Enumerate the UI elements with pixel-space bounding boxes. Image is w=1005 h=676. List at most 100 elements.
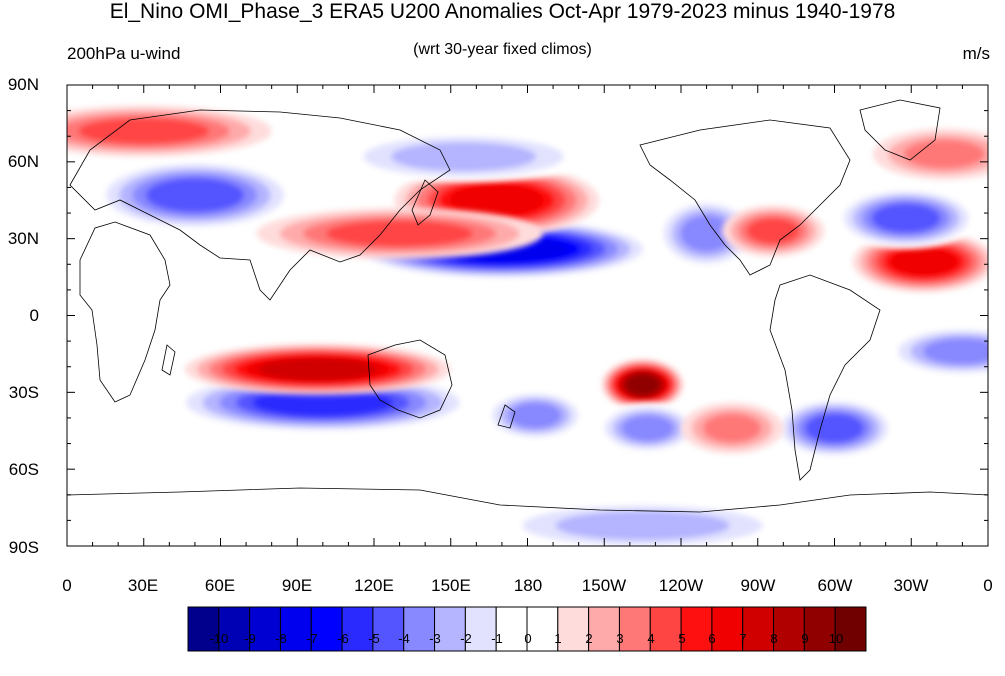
coastline-madagascar: [161, 344, 176, 376]
anomaly-contour: [555, 510, 730, 541]
anomaly-blob: [184, 343, 451, 395]
lat-label-60n: 60N: [7, 152, 39, 171]
colorbar-box: [742, 606, 775, 652]
anomaly-contour: [871, 203, 941, 233]
anomaly-contour: [252, 388, 394, 417]
coastline-north-america: [639, 119, 851, 276]
colorbar-box: [526, 606, 559, 652]
colorbar-box: [711, 606, 744, 652]
colorbar-label: 5: [678, 631, 686, 646]
anomaly-blob: [681, 402, 784, 454]
anomaly-blob: [601, 359, 684, 411]
anomaly-blob: [67, 105, 272, 157]
lon-label-120w: 120W: [658, 576, 704, 595]
lon-label-150w: 150W: [581, 576, 627, 595]
colorbar-label: 8: [770, 631, 778, 646]
anomaly-contour: [746, 217, 800, 245]
colorbar-box: [310, 606, 343, 652]
colorbar-label: -1: [491, 631, 503, 646]
anomaly-contour: [449, 183, 544, 217]
colorbar-label: -7: [306, 631, 318, 646]
coastline-japan: [411, 179, 439, 226]
colorbar-box: [341, 606, 374, 652]
lat-label-90n: 90N: [7, 75, 39, 94]
colorbar-label: -4: [398, 631, 410, 646]
anomaly-contour: [621, 415, 674, 442]
colorbar-label: -2: [460, 631, 472, 646]
colorbar-box: [434, 606, 466, 652]
anomaly-blob: [596, 402, 699, 454]
anomaly-contour: [805, 413, 864, 443]
lon-label-180: 180: [513, 576, 543, 595]
axis-ticks: [66, 84, 989, 547]
lon-label-0-east: 0: [983, 576, 993, 595]
colorbar-label: -10: [209, 631, 229, 646]
coastline-africa: [79, 221, 171, 403]
colorbar-box: [187, 606, 220, 652]
anomaly-contour: [903, 139, 986, 169]
lat-label-90s: 90S: [8, 538, 39, 557]
anomaly-blob: [256, 207, 543, 260]
colorbar-box: [834, 606, 867, 652]
anomaly-contour: [625, 373, 660, 396]
colorbar-label: 2: [585, 631, 593, 646]
lon-label-0: 0: [62, 576, 72, 595]
coastline-new-zealand: [497, 404, 516, 429]
field-label: 200hPa u-wind: [67, 44, 181, 63]
colorbar-label: 1: [554, 631, 562, 646]
units-label: m/s: [962, 44, 990, 63]
anomaly-blob: [872, 128, 988, 180]
colorbar-box: [279, 606, 312, 652]
anomaly-blob: [773, 397, 896, 459]
colorbar-box: [403, 606, 436, 652]
colorbar-box: [649, 606, 682, 652]
colorbar-label: 10: [828, 631, 844, 646]
coastline-south-america: [769, 274, 881, 481]
anomaly-blob: [834, 187, 978, 249]
colorbar-label: 4: [647, 631, 655, 646]
climo-note: (wrt 30-year fixed climos): [413, 41, 592, 58]
colorbar-label: 9: [801, 631, 809, 646]
anomaly-blob: [92, 159, 298, 231]
anomaly-contour: [680, 215, 733, 252]
anomaly-contour: [703, 413, 762, 443]
coastlines: [67, 99, 988, 513]
colorbar-label: -5: [368, 631, 380, 646]
anomaly-field: [67, 105, 988, 546]
anomaly-contour: [258, 357, 377, 381]
map-title: El_Nino OMI_Phase_3 ERA5 U200 Anomalies …: [109, 0, 896, 23]
lon-label-120e: 120E: [354, 576, 394, 595]
anomaly-contour: [891, 247, 957, 276]
coastline-greenland: [859, 99, 941, 161]
coastline-eurasia: [69, 109, 451, 301]
colorbar-label: 3: [616, 631, 624, 646]
colorbar-label: -3: [429, 631, 441, 646]
lon-label-30e: 30E: [127, 576, 159, 595]
anomaly-blob: [335, 131, 592, 183]
lon-label-60e: 60E: [204, 576, 236, 595]
colorbar-box: [557, 606, 590, 652]
colorbar-label: 7: [739, 631, 747, 646]
colorbar-label: -9: [244, 631, 256, 646]
anomaly-blob: [721, 205, 825, 257]
colorbar-label: -8: [275, 631, 287, 646]
colorbar-box: [372, 606, 405, 652]
anomaly-contour: [923, 338, 988, 365]
colorbar-box: [680, 606, 713, 652]
anomaly-blob: [489, 499, 797, 546]
colorbar-box: [464, 606, 497, 652]
lat-label-eq: 0: [29, 306, 39, 325]
colorbar-box: [249, 606, 281, 652]
anomaly-contour: [326, 220, 474, 247]
coastline-australia: [367, 339, 453, 419]
anomaly-contour: [145, 177, 245, 213]
coastline-antarctica: [67, 487, 988, 513]
anomaly-contour: [508, 402, 562, 429]
anomaly-contour: [391, 142, 537, 172]
lon-label-90e: 90E: [281, 576, 313, 595]
anomaly-contour: [78, 117, 210, 145]
colorbar-label: 6: [708, 631, 716, 646]
lat-label-30s: 30S: [8, 383, 39, 402]
